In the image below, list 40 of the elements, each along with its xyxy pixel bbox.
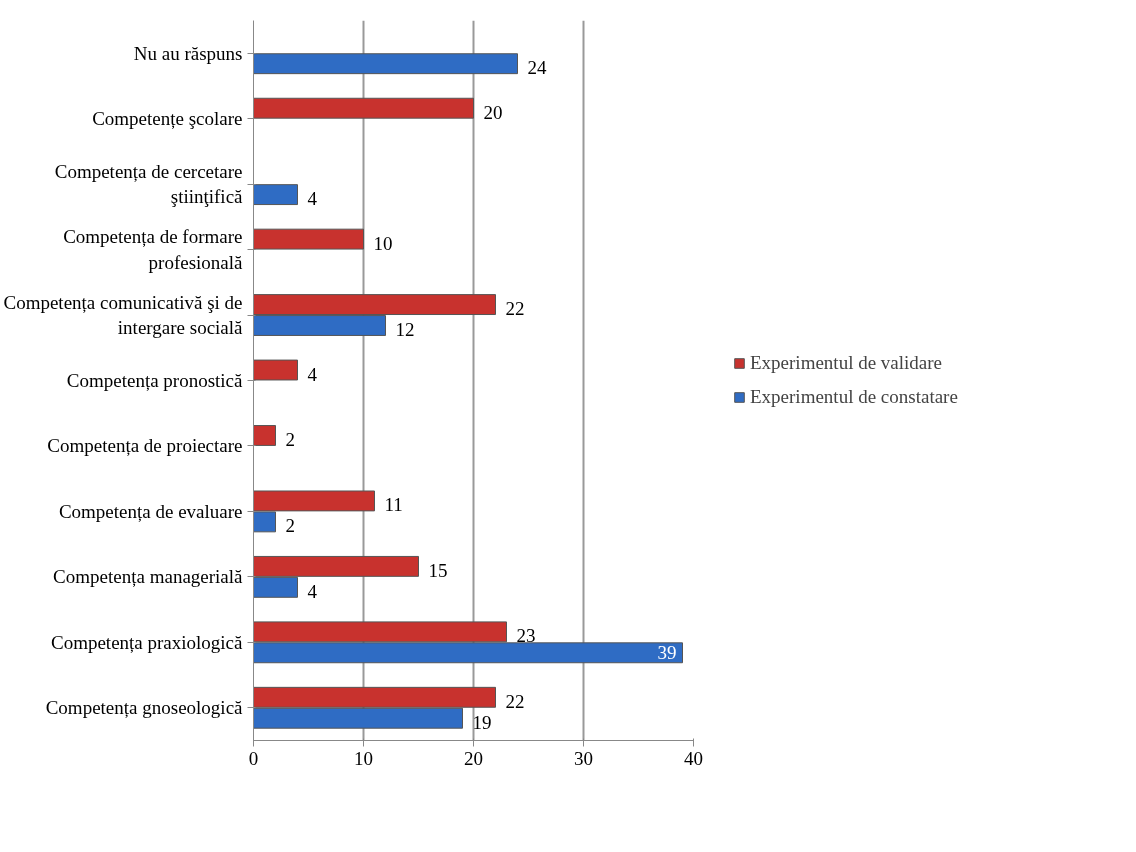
bar (253, 359, 298, 381)
data-label: 12 (395, 319, 415, 341)
data-label: 19 (472, 711, 492, 733)
data-label: 4 (307, 363, 318, 385)
y-tick-label: Nu au răspuns (133, 42, 243, 64)
y-tick-label: Competența de formare profesională (63, 226, 244, 273)
x-tick-label: 20 (464, 747, 483, 769)
data-label: 4 (307, 188, 318, 210)
x-tick-label: 0 (248, 747, 259, 769)
y-tick-label: Competența de cercetare ştiinţifică (54, 161, 244, 208)
bar (253, 53, 518, 75)
data-label: 22 (505, 298, 525, 320)
x-tick-label: 30 (574, 747, 593, 769)
y-tick-label: Competența managerială (53, 566, 244, 588)
y-tick-label: Competențe şcolare (92, 108, 243, 130)
legend-label: Experimentul de validare (750, 352, 943, 374)
bar (253, 184, 298, 206)
y-tick-label: Competența comunicativă şi de intergare socială (3, 291, 244, 339)
bar (253, 425, 276, 446)
y-tick-label: Competența de proiectare (47, 435, 243, 457)
data-label: 39 (657, 642, 677, 664)
bar (253, 228, 364, 250)
data-label: 22 (505, 690, 525, 712)
x-tick-label: 10 (354, 747, 373, 769)
bar (253, 97, 474, 119)
x-tick-label: 40 (684, 747, 703, 769)
data-label: 4 (307, 580, 318, 602)
data-label: 15 (428, 559, 448, 581)
data-label: 24 (527, 57, 547, 79)
data-label: 10 (373, 232, 393, 254)
data-label: 11 (384, 494, 403, 516)
data-label: 20 (483, 101, 503, 123)
y-tick-label: Competența de evaluare (58, 500, 243, 522)
y-tick-label: Competența praxiologică (50, 631, 244, 653)
y-tick-label: Competența pronostică (66, 370, 244, 391)
data-label: 23 (516, 625, 536, 647)
legend-label: Experimentul de constatare (750, 386, 958, 408)
data-label: 2 (285, 428, 295, 450)
data-label: 2 (285, 515, 295, 537)
y-tick-label: Competența gnoseologică (45, 697, 244, 719)
